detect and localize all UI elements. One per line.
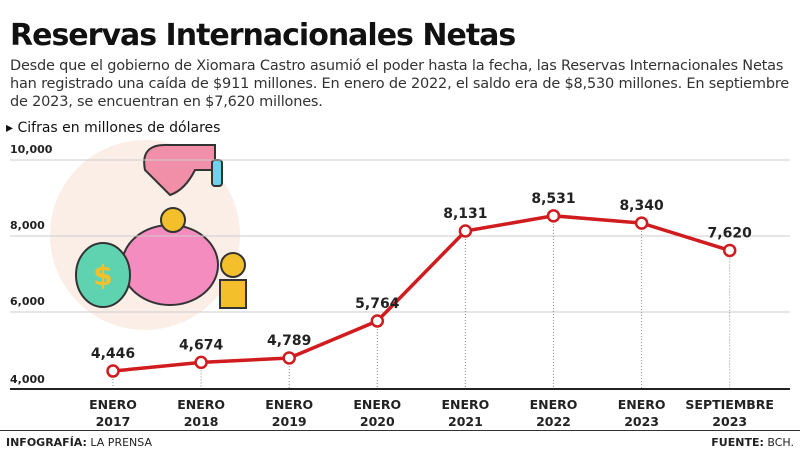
data-label: 5,764 bbox=[355, 296, 400, 312]
triangle-icon: ▸ bbox=[6, 120, 18, 136]
x-tick-label: ENERO bbox=[89, 397, 137, 412]
x-tick-label: ENERO bbox=[353, 397, 401, 412]
credit-label: INFOGRAFÍA: bbox=[6, 436, 87, 449]
data-point bbox=[106, 364, 120, 378]
x-tick-label: ENERO bbox=[618, 397, 666, 412]
data-point bbox=[634, 216, 649, 230]
source-label: FUENTE: bbox=[711, 436, 764, 449]
data-label: 8,340 bbox=[619, 198, 664, 214]
credit: INFOGRAFÍA: LA PRENSA bbox=[6, 436, 152, 449]
data-label: 7,620 bbox=[708, 225, 753, 241]
x-tick-label: SEPTIEMBRE bbox=[685, 397, 774, 412]
y-tick-label: 4,000 bbox=[10, 373, 45, 386]
x-tick-label: 2023 bbox=[712, 414, 747, 429]
x-tick-label: 2017 bbox=[96, 414, 131, 429]
svg-text:$: $ bbox=[93, 259, 112, 292]
data-label: 4,446 bbox=[91, 346, 135, 362]
y-tick-label: 8,000 bbox=[10, 219, 45, 232]
credit-value: LA PRENSA bbox=[90, 436, 152, 449]
units-note: ▸ Cifras en millones de dólares bbox=[6, 120, 220, 136]
source-value: BCH. bbox=[767, 436, 794, 449]
x-tick-label: 2018 bbox=[184, 414, 219, 429]
source: FUENTE: BCH. bbox=[711, 436, 794, 449]
data-point bbox=[722, 243, 737, 258]
page-title: Reservas Internacionales Netas bbox=[10, 18, 516, 53]
data-point bbox=[282, 351, 296, 365]
series-line bbox=[112, 214, 731, 373]
data-label: 8,131 bbox=[443, 206, 487, 222]
y-tick-label: 10,000 bbox=[10, 143, 53, 156]
y-tick-label: 6,000 bbox=[10, 295, 45, 308]
x-tick-label: 2022 bbox=[536, 414, 571, 429]
x-tick-label: ENERO bbox=[442, 397, 490, 412]
subtitle: Desde que el gobierno de Xiomara Castro … bbox=[10, 58, 789, 110]
x-tick-label: 2020 bbox=[360, 414, 395, 429]
data-point bbox=[458, 224, 473, 238]
data-label: 4,789 bbox=[267, 333, 311, 349]
x-tick-label: 2021 bbox=[448, 414, 483, 429]
data-label: 8,531 bbox=[531, 191, 575, 207]
data-label: 4,674 bbox=[179, 337, 224, 353]
x-tick-label: 2023 bbox=[624, 414, 659, 429]
x-tick-label: ENERO bbox=[265, 397, 313, 412]
data-point bbox=[546, 209, 561, 223]
x-tick-label: ENERO bbox=[177, 397, 225, 412]
units-label: Cifras en millones de dólares bbox=[17, 120, 221, 136]
x-tick-label: 2019 bbox=[272, 414, 307, 429]
data-point bbox=[194, 355, 208, 370]
x-tick-label: ENERO bbox=[530, 397, 578, 412]
illustration-piggy-bank: $ bbox=[50, 140, 247, 330]
footer-divider bbox=[0, 430, 800, 431]
data-point bbox=[370, 314, 385, 328]
